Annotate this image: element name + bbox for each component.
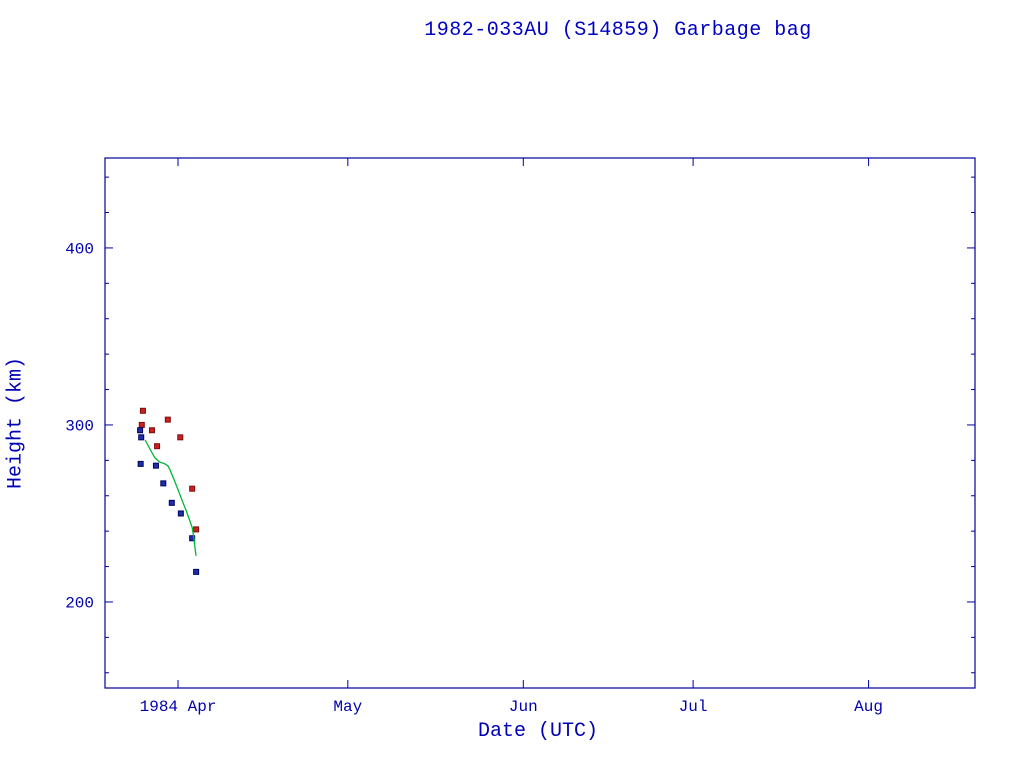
plot-frame — [104, 157, 976, 689]
data-point-apogee — [139, 407, 146, 414]
data-point-perigee — [177, 510, 184, 517]
data-point-perigee — [189, 535, 196, 542]
x-tick-label: Jul — [679, 698, 708, 716]
data-point-perigee — [137, 460, 144, 467]
data-point-apogee — [189, 485, 196, 492]
data-point-perigee — [160, 480, 167, 487]
data-point-apogee — [177, 434, 184, 441]
y-tick-label: 400 — [65, 240, 94, 258]
data-point-perigee — [137, 427, 144, 434]
data-point-perigee — [138, 434, 145, 441]
data-point-perigee — [193, 568, 200, 575]
x-tick-label: May — [333, 698, 362, 716]
data-point-apogee — [154, 443, 161, 450]
decay-model-line — [144, 439, 197, 556]
x-axis-label: Date (UTC) — [477, 720, 599, 743]
data-point-perigee — [168, 499, 175, 506]
x-tick-label: 1984 Apr — [140, 698, 217, 716]
data-point-perigee — [152, 462, 159, 469]
y-tick-label: 200 — [65, 594, 94, 612]
data-point-apogee — [164, 416, 171, 423]
y-tick-label: 300 — [65, 417, 94, 435]
data-point-apogee — [148, 427, 155, 434]
chart-title: 1982-033AU (S14859) Garbage bag — [424, 19, 812, 42]
x-tick-label: Jun — [509, 698, 538, 716]
data-point-apogee — [138, 421, 145, 428]
data-point-apogee — [193, 526, 200, 533]
x-tick-label: Aug — [854, 698, 883, 716]
y-axis-label: Height (km) — [4, 356, 28, 490]
